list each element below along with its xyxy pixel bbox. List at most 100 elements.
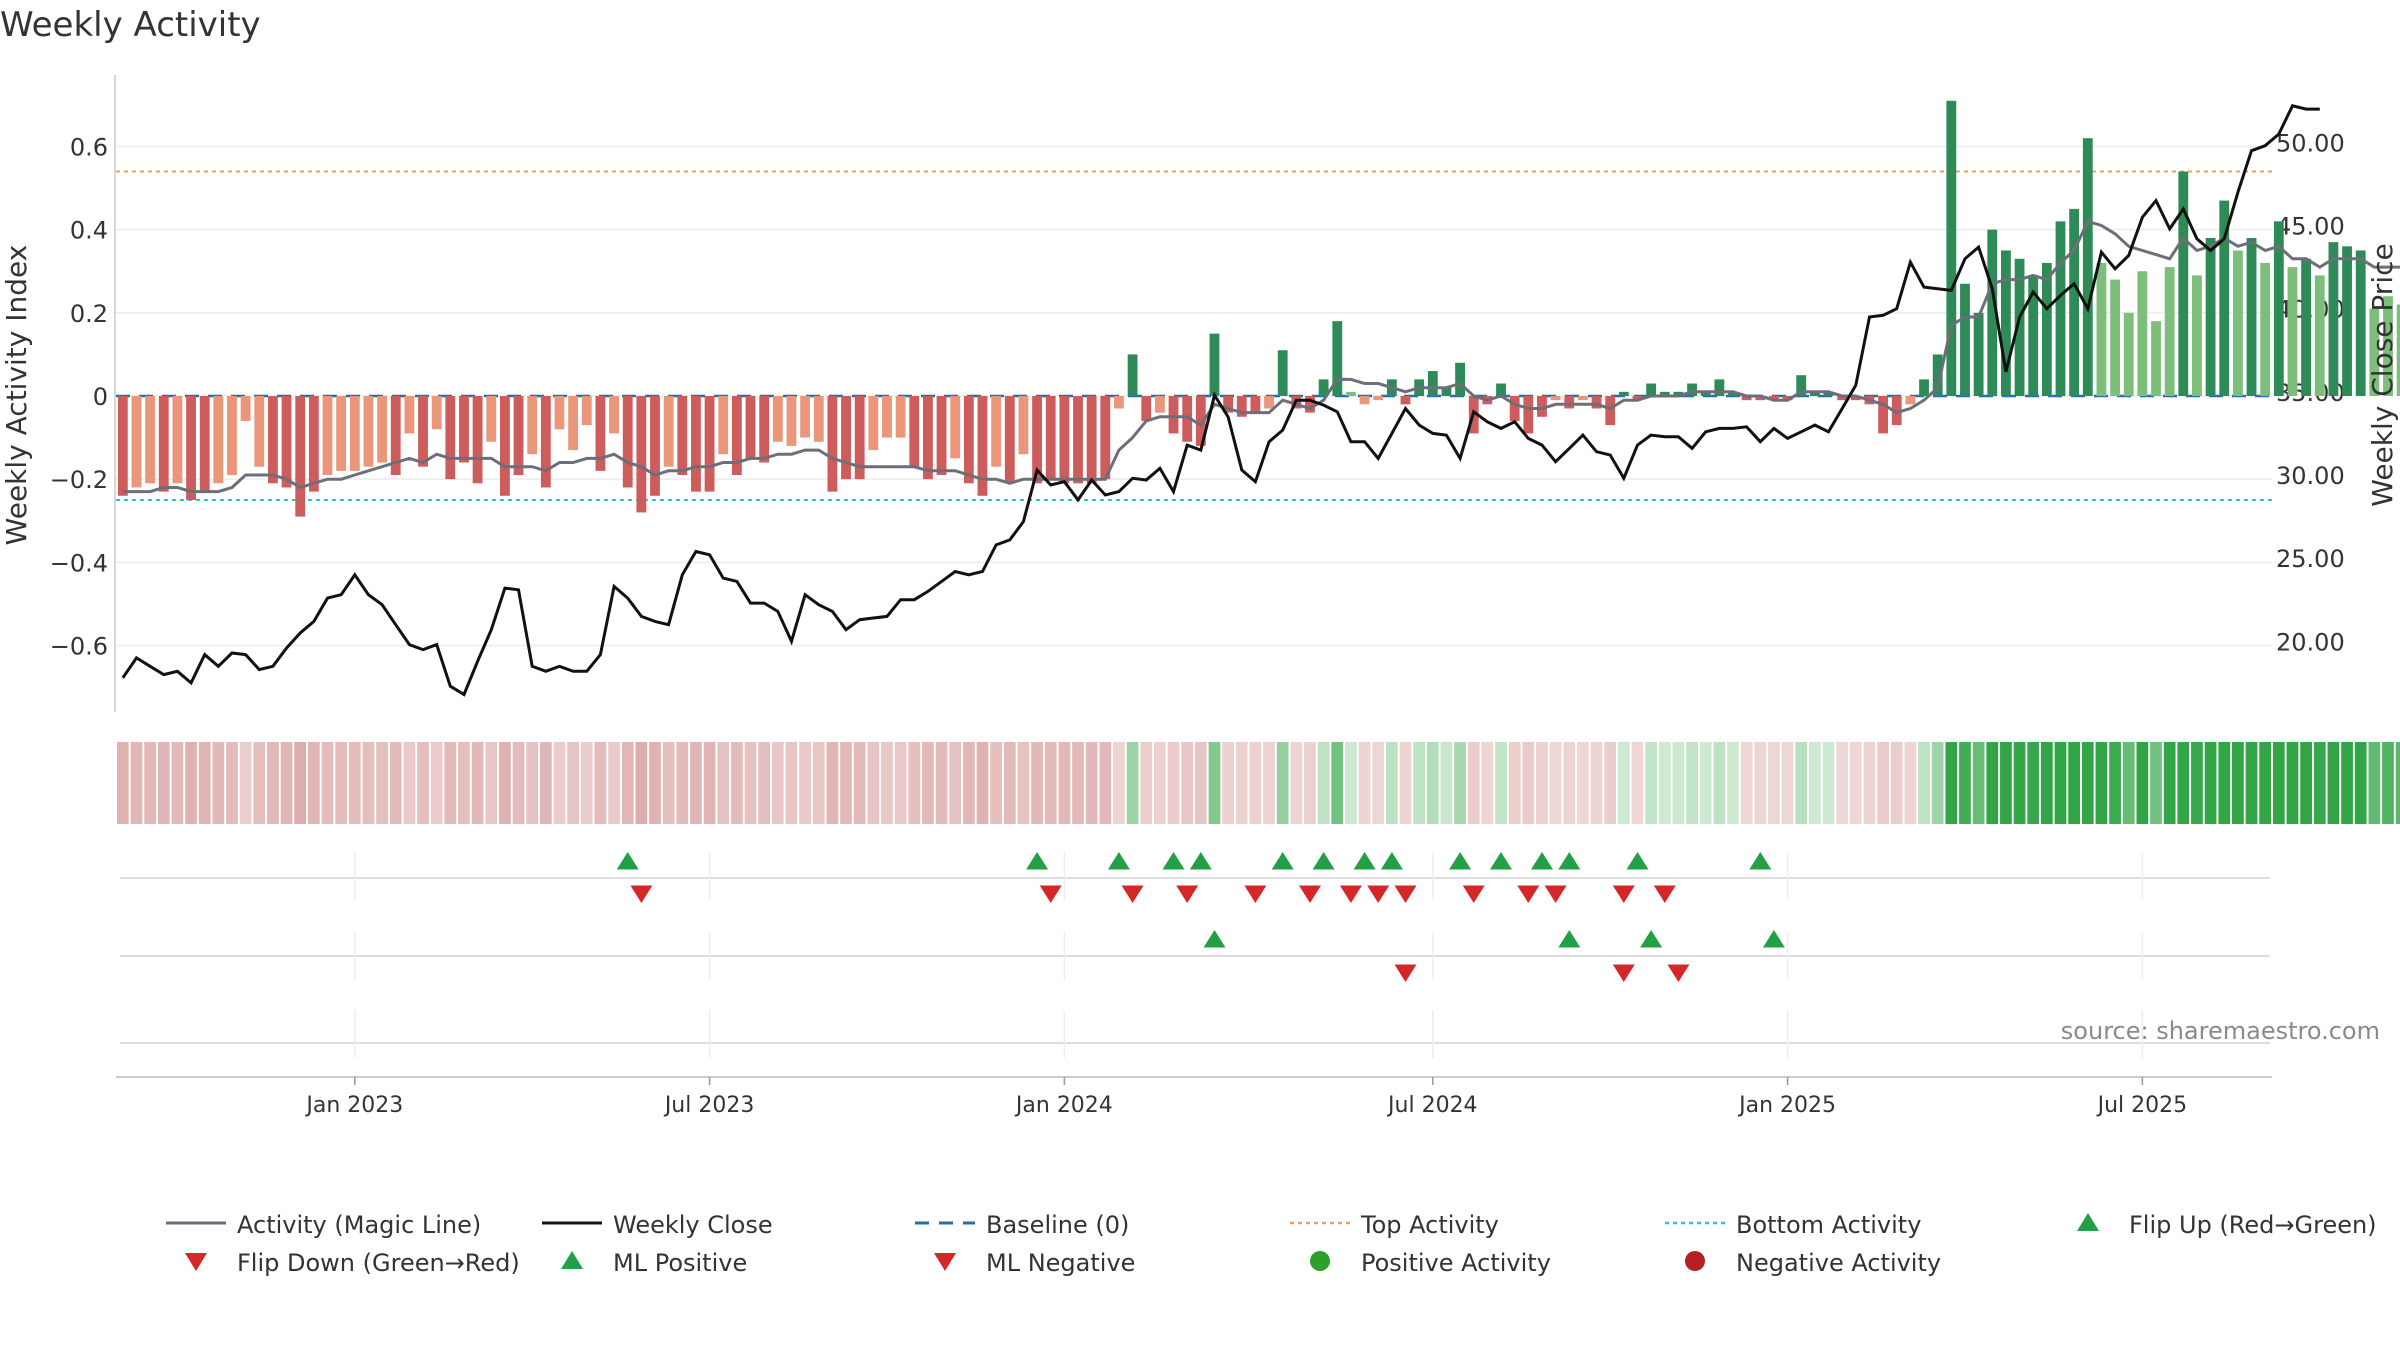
activity-bar — [595, 396, 606, 471]
legend-item: Negative Activity — [1685, 1249, 1941, 1277]
heat-cell — [430, 742, 443, 824]
heat-cell — [1536, 742, 1548, 824]
activity-bar — [1455, 362, 1466, 396]
activity-bar — [963, 396, 974, 484]
flip-down-marker — [1394, 885, 1417, 903]
heat-cell — [226, 742, 238, 824]
legend-triangle-up-icon — [561, 1251, 583, 1269]
heat-cell — [1727, 742, 1739, 824]
activity-bar — [1850, 396, 1861, 401]
heat-cell — [2040, 742, 2053, 824]
heat-cell — [935, 742, 948, 824]
activity-bar — [308, 396, 319, 492]
activity-bar — [1168, 396, 1179, 434]
activity-bar — [2028, 275, 2039, 396]
activity-bar — [936, 396, 947, 475]
ml-negative-marker — [1667, 964, 1690, 982]
activity-bar — [786, 396, 797, 446]
heat-cell — [1822, 742, 1835, 824]
heat-cell — [1481, 742, 1494, 824]
activity-bar — [1932, 354, 1943, 396]
heat-cell — [1986, 742, 1999, 824]
legend-triangle-down-icon — [185, 1253, 207, 1271]
heat-cell — [1208, 742, 1221, 824]
activity-bar — [513, 396, 524, 475]
heat-cell — [157, 742, 170, 824]
heat-cell — [2027, 742, 2040, 824]
activity-heat-strip — [116, 742, 2400, 824]
heat-cell — [2368, 742, 2381, 824]
y2-axis-label: Weekly Close Price — [2366, 243, 2399, 506]
activity-bar — [1782, 396, 1793, 401]
heat-cell — [335, 742, 348, 824]
heat-cell — [1877, 742, 1889, 824]
activity-bar — [2041, 262, 2052, 396]
activity-bar — [1700, 391, 1711, 396]
heat-cell — [1918, 742, 1930, 824]
activity-bar — [2369, 308, 2380, 396]
heat-cell — [812, 742, 825, 824]
activity-bar — [2246, 238, 2257, 396]
flip-up-marker — [1271, 852, 1294, 870]
activity-bar — [1154, 396, 1165, 413]
heat-cell — [1385, 742, 1398, 824]
activity-bar — [322, 396, 333, 475]
y-tick-label: −0.6 — [50, 632, 108, 660]
activity-bars — [117, 100, 2400, 517]
heat-cell — [2150, 742, 2162, 824]
heat-cell — [594, 742, 607, 824]
activity-bar — [2205, 238, 2216, 396]
activity-bar — [1373, 396, 1384, 401]
activity-bar — [527, 396, 538, 455]
activity-bar — [2301, 258, 2312, 396]
legend-item: Bottom Activity — [1665, 1211, 1921, 1239]
activity-bar — [1960, 283, 1970, 396]
heat-cell — [1658, 742, 1671, 824]
legend-label: Positive Activity — [1361, 1249, 1551, 1277]
heat-cell — [171, 742, 184, 824]
activity-bar — [1646, 383, 1657, 396]
flip-down-marker — [630, 885, 653, 903]
activity-bar — [2192, 275, 2202, 396]
flip-up-marker — [616, 852, 639, 870]
activity-bar — [1837, 396, 1848, 401]
activity-bar — [1591, 396, 1602, 409]
heat-cell — [2177, 742, 2190, 824]
activity-bar — [1127, 354, 1138, 396]
x-tick-label: Jan 2024 — [1014, 1093, 1113, 1118]
heat-cell — [1781, 742, 1794, 824]
activity-bar — [813, 396, 824, 442]
heat-cell — [1508, 742, 1521, 824]
heat-cell — [1563, 742, 1576, 824]
activity-bar — [1032, 396, 1042, 484]
heat-cell — [2218, 742, 2231, 824]
legend-label: Flip Up (Red→Green) — [2129, 1211, 2377, 1239]
y-tick-label: −0.2 — [50, 466, 108, 494]
activity-bar — [336, 396, 347, 471]
legend: Activity (Magic Line) Weekly Close Baselin… — [166, 1211, 2377, 1277]
heat-cell — [185, 742, 197, 824]
legend-label: ML Positive — [613, 1249, 747, 1277]
flip-up-marker — [1189, 852, 1212, 870]
heat-cell — [1768, 742, 1780, 824]
activity-bar — [1987, 229, 1998, 396]
legend-item: ML Negative — [934, 1249, 1135, 1277]
legend-item: Activity (Magic Line) — [166, 1211, 481, 1239]
heat-cell — [949, 742, 962, 824]
heat-cell — [403, 742, 416, 824]
activity-bar — [1318, 379, 1329, 396]
activity-bar — [1250, 396, 1261, 413]
activity-bar — [704, 396, 715, 492]
activity-bar — [800, 396, 811, 438]
heat-cell — [198, 742, 211, 824]
legend-circle-icon — [1685, 1251, 1705, 1271]
activity-bar — [1687, 383, 1697, 396]
legend-label: Negative Activity — [1736, 1249, 1941, 1277]
flip-down-marker — [1176, 885, 1199, 903]
activity-bar — [186, 396, 196, 500]
activity-bar — [2137, 271, 2148, 396]
heat-cell — [1631, 742, 1644, 824]
x-tick-label: Jul 2023 — [663, 1093, 755, 1118]
heat-cell — [1099, 742, 1112, 824]
heat-cell — [676, 742, 689, 824]
